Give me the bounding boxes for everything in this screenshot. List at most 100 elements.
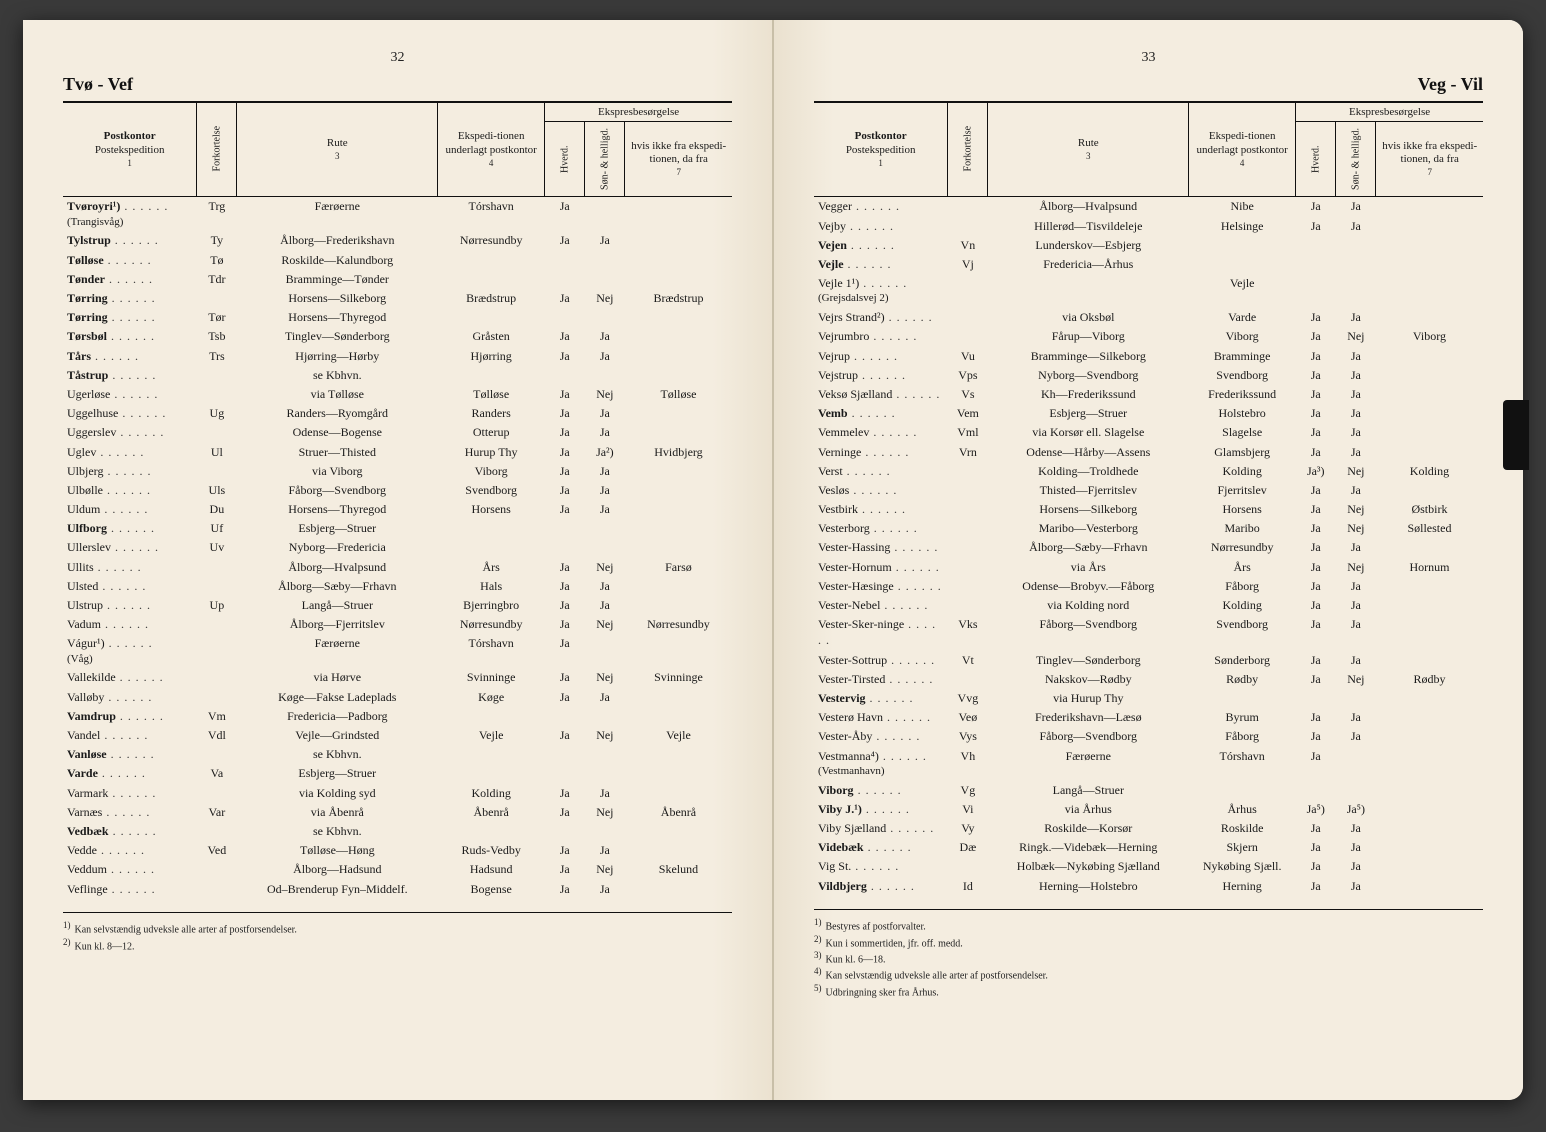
postkontor-cell: Vester-Sottrup: [814, 650, 948, 669]
forkortelse-cell: Va: [197, 764, 237, 783]
postkontor-cell: Vesløs: [814, 480, 948, 499]
hverd-cell: Ja: [1296, 727, 1336, 746]
rute-cell: Horsens—Silkeborg: [237, 289, 438, 308]
forkortelse-cell: Uv: [197, 538, 237, 557]
exp-cell: Svendborg: [438, 480, 545, 499]
son-cell: Ja: [1336, 727, 1376, 746]
son-cell: [585, 269, 625, 288]
postkontor-cell: Vester-Hassing: [814, 538, 948, 557]
hverd-cell: Ja: [545, 442, 585, 461]
son-cell: Nej: [585, 726, 625, 745]
forkortelse-cell: Vh: [948, 746, 988, 780]
footnote: 3)Kun kl. 6—18.: [814, 950, 1483, 965]
hverd-cell: Ja: [545, 231, 585, 250]
son-cell: Ja: [585, 841, 625, 860]
exp-cell: Frederikssund: [1189, 384, 1296, 403]
hvis-ikke-cell: [625, 480, 732, 499]
forkortelse-cell: [948, 480, 988, 499]
hvis-ikke-cell: [1376, 196, 1483, 216]
exp-cell: Maribo: [1189, 519, 1296, 538]
hverd-cell: Ja: [545, 461, 585, 480]
hverd-cell: Ja: [545, 726, 585, 745]
exp-cell: Horsens: [438, 500, 545, 519]
exp-cell: Herning: [1189, 876, 1296, 895]
postkontor-cell: Ulbølle: [63, 480, 197, 499]
rute-cell: via Viborg: [237, 461, 438, 480]
postkontor-cell: Veflinge: [63, 879, 197, 898]
hvis-ikke-cell: [625, 538, 732, 557]
son-cell: Ja: [585, 346, 625, 365]
rute-cell: via Hørve: [237, 668, 438, 687]
hverd-cell: Ja: [1296, 500, 1336, 519]
hverd-cell: Ja: [545, 802, 585, 821]
footnotes-left: 1)Kan selvstændig udveksle alle arter af…: [63, 912, 732, 952]
exp-cell: Svendborg: [1189, 615, 1296, 650]
table-row: Vester-SottrupVtTinglev—SønderborgSønder…: [814, 650, 1483, 669]
postkontor-cell: Vejle: [814, 255, 948, 274]
hverd-cell: Ja: [1296, 669, 1336, 688]
postkontor-cell: Ullits: [63, 557, 197, 576]
hverd-cell: Ja: [545, 327, 585, 346]
th-ekspeditionen: Ekspedi-tionen underlagt postkontor 4: [1189, 102, 1296, 196]
hverd-cell: Ja: [1296, 327, 1336, 346]
rute-cell: Odense—Brobyv.—Fåborg: [988, 576, 1189, 595]
son-cell: Ja: [1336, 857, 1376, 876]
rute-cell: se Kbhvn.: [237, 821, 438, 840]
hvis-ikke-cell: [625, 687, 732, 706]
son-cell: Nej: [1336, 669, 1376, 688]
hverd-cell: [545, 308, 585, 327]
rute-cell: via Åbenrå: [237, 802, 438, 821]
forkortelse-cell: Ved: [197, 841, 237, 860]
exp-cell: Brædstrup: [438, 289, 545, 308]
forkortelse-cell: [948, 196, 988, 216]
postkontor-cell: Vejen: [814, 235, 948, 254]
postkontor-cell: Vesterø Havn: [814, 708, 948, 727]
forkortelse-cell: [948, 519, 988, 538]
table-row: VeddumÅlborg—HadsundHadsundJaNejSkelund: [63, 860, 732, 879]
rute-cell: Randers—Ryomgård: [237, 404, 438, 423]
forkortelse-cell: Dæ: [948, 838, 988, 857]
hverd-cell: Ja: [545, 879, 585, 898]
forkortelse-cell: Vem: [948, 404, 988, 423]
hverd-cell: Ja: [1296, 557, 1336, 576]
table-row: VildbjergIdHerning—HolstebroHerningJaJa: [814, 876, 1483, 895]
rute-cell: Ålborg—Sæby—Frhavn: [988, 538, 1189, 557]
hvis-ikke-cell: [1376, 818, 1483, 837]
postkontor-cell: Varmark: [63, 783, 197, 802]
hvis-ikke-cell: [1376, 308, 1483, 327]
footnote: 2)Kun i sommertiden, jfr. off. medd.: [814, 934, 1483, 949]
postkontor-cell: Tølløse: [63, 250, 197, 269]
postkontor-cell: Uglev: [63, 442, 197, 461]
exp-cell: Svendborg: [1189, 365, 1296, 384]
footnote: 1)Kan selvstændig udveksle alle arter af…: [63, 920, 732, 935]
table-row: VarnæsVarvia ÅbenråÅbenråJaNejÅbenrå: [63, 802, 732, 821]
hvis-ikke-cell: [625, 821, 732, 840]
hvis-ikke-cell: [1376, 727, 1483, 746]
hverd-cell: Ja: [1296, 746, 1336, 780]
th-rute: Rute 3: [237, 102, 438, 196]
postkontor-cell: Vester-Nebel: [814, 596, 948, 615]
thumb-tab: [1503, 400, 1529, 470]
forkortelse-cell: Vs: [948, 384, 988, 403]
table-row: Vallekildevia HørveSvinningeJaNejSvinnin…: [63, 668, 732, 687]
rute-cell: Nakskov—Rødby: [988, 669, 1189, 688]
hvis-ikke-cell: Tølløse: [625, 384, 732, 403]
hverd-cell: Ja: [545, 615, 585, 634]
hvis-ikke-cell: Brædstrup: [625, 289, 732, 308]
son-cell: Ja: [585, 879, 625, 898]
postkontor-cell: Tønder: [63, 269, 197, 288]
forkortelse-cell: Tør: [197, 308, 237, 327]
son-cell: Ja: [1336, 576, 1376, 595]
hvis-ikke-cell: Åbenrå: [625, 802, 732, 821]
exp-cell: [438, 745, 545, 764]
son-cell: Ja: [1336, 650, 1376, 669]
hverd-cell: Ja⁵): [1296, 799, 1336, 818]
exp-cell: Fjerritslev: [1189, 480, 1296, 499]
hvis-ikke-cell: [625, 327, 732, 346]
table-row: ViborgVgLangå—Struer: [814, 780, 1483, 799]
son-cell: Ja: [1336, 404, 1376, 423]
postal-table-left: Postkontor Postekspedition 1 Forkortelse…: [63, 101, 732, 898]
rute-cell: Bramminge—Tønder: [237, 269, 438, 288]
hverd-cell: Ja: [1296, 196, 1336, 216]
forkortelse-cell: Vdl: [197, 726, 237, 745]
